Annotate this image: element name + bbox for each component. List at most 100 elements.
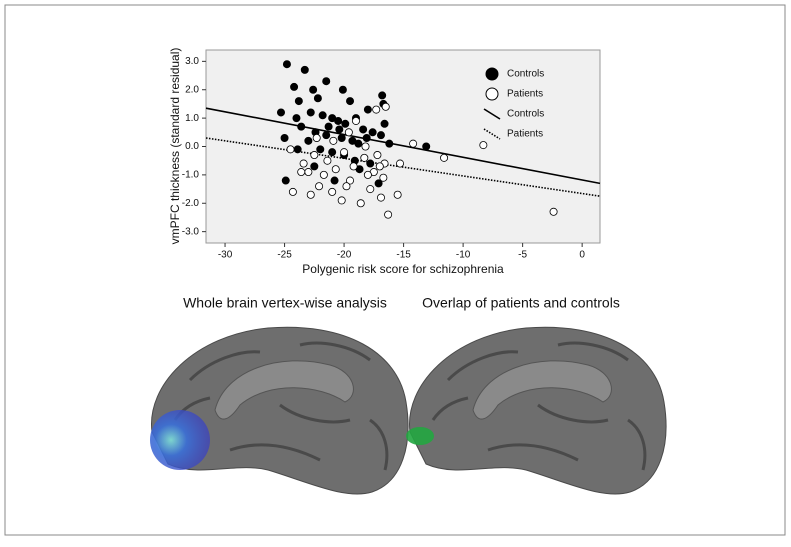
point — [313, 94, 322, 103]
point — [312, 133, 321, 142]
point — [340, 148, 349, 157]
point — [380, 119, 389, 128]
point — [300, 65, 309, 74]
point — [319, 170, 328, 179]
sulcus — [369, 418, 389, 471]
point — [381, 102, 390, 111]
x-tick-label: -15 — [396, 250, 411, 261]
point — [375, 162, 384, 171]
highlight-region — [406, 427, 434, 445]
y-tick-label: 0.0 — [185, 141, 199, 152]
x-tick-label: -20 — [337, 250, 352, 261]
sulcus — [279, 403, 351, 424]
fit-line — [205, 107, 601, 185]
point — [366, 185, 375, 194]
point — [304, 136, 313, 145]
legend-line — [483, 128, 501, 140]
sulcus — [446, 350, 519, 382]
x-tick-label: -30 — [218, 250, 233, 261]
point — [440, 153, 449, 162]
point — [356, 199, 365, 208]
point — [318, 111, 327, 120]
corpus-callosum — [472, 360, 612, 420]
point — [282, 60, 291, 69]
point — [290, 82, 299, 91]
point — [310, 162, 319, 171]
sulcus — [627, 418, 647, 471]
brain-image — [406, 326, 667, 495]
point — [294, 97, 303, 106]
y-tick-label: 3.0 — [185, 56, 199, 67]
point — [309, 85, 318, 94]
point — [306, 190, 315, 199]
legend-label: Controls — [507, 109, 544, 120]
brain-surface — [409, 326, 667, 495]
point — [297, 168, 306, 177]
fit-line — [205, 137, 601, 197]
point — [297, 122, 306, 131]
legend-line — [483, 108, 501, 120]
point — [331, 165, 340, 174]
point — [310, 151, 319, 160]
point — [422, 142, 431, 151]
x-tick-label: -5 — [518, 250, 527, 261]
y-tick-label: -1.0 — [182, 170, 200, 181]
point — [328, 187, 337, 196]
point — [293, 145, 302, 154]
point — [374, 179, 383, 188]
point — [379, 173, 388, 182]
point — [338, 85, 347, 94]
sulcus — [537, 403, 609, 424]
x-tick-label: 0 — [579, 250, 585, 261]
sulcus — [431, 396, 469, 421]
sulcus — [229, 443, 321, 462]
x-tick-label: -25 — [277, 250, 292, 261]
y-tick-label: 1.0 — [185, 113, 199, 124]
brain-image — [150, 326, 409, 495]
point — [281, 176, 290, 185]
point — [363, 105, 372, 114]
point — [361, 142, 370, 151]
point — [376, 131, 385, 140]
point — [335, 125, 344, 134]
point — [276, 108, 285, 117]
point — [373, 151, 382, 160]
legend-label: Patients — [507, 129, 543, 140]
panel-title: Whole brain vertex-wise analysis — [183, 295, 387, 311]
x-axis-label: Polygenic risk score for schizophrenia — [302, 262, 504, 276]
point — [372, 105, 381, 114]
point — [323, 156, 332, 165]
point — [346, 97, 355, 106]
y-axis-label: vmPFC thickness (standard residual) — [168, 48, 182, 245]
point — [393, 190, 402, 199]
point — [363, 170, 372, 179]
brain-surface — [151, 326, 409, 495]
legend-marker — [485, 67, 499, 81]
point — [322, 131, 331, 140]
plot-area — [205, 49, 601, 244]
point — [366, 159, 375, 168]
sulcus — [487, 443, 579, 462]
point — [324, 122, 333, 131]
y-tick-label: -3.0 — [182, 226, 200, 237]
point — [376, 193, 385, 202]
point — [288, 187, 297, 196]
point — [315, 182, 324, 191]
point — [322, 77, 331, 86]
point — [304, 168, 313, 177]
y-tick-label: 2.0 — [185, 84, 199, 95]
point — [384, 210, 393, 219]
point — [330, 176, 339, 185]
point — [286, 145, 295, 154]
point — [344, 128, 353, 137]
figure-border — [4, 4, 786, 536]
point — [299, 159, 308, 168]
point — [354, 139, 363, 148]
point — [360, 153, 369, 162]
point — [306, 108, 315, 117]
point — [346, 176, 355, 185]
point — [316, 145, 325, 154]
point — [378, 91, 387, 100]
legend-marker — [485, 87, 499, 101]
